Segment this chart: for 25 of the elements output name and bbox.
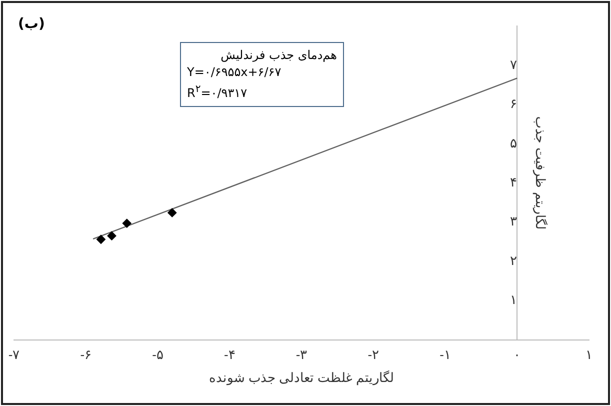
point [96, 234, 106, 244]
x-axis-title: لگاریتم غلظت تعادلی جذب شونده [208, 370, 394, 386]
annotation: Y=۰/۶۹۵۵x+۶/۶۷ [187, 64, 282, 81]
point [107, 231, 116, 240]
x-tick-label: -۴ [224, 347, 236, 362]
point [122, 218, 132, 228]
x-tick-label: -۲ [368, 347, 380, 362]
annotation: هم‌دمای جذب فرندلیش [220, 47, 337, 64]
y-tick-label: ۴ [510, 174, 518, 190]
x-tick-label: ۰ [514, 347, 521, 362]
point [168, 208, 177, 218]
y-axis-title: لگاریتم ظرفیت جذب [532, 116, 548, 230]
x-tick-label: -۳ [296, 347, 308, 362]
x-tick-label: -۵ [152, 347, 164, 362]
y-tick-label: ۲ [510, 252, 518, 268]
x-tick-label: -۶ [80, 347, 92, 362]
x-tick-label: -۱ [440, 347, 451, 362]
y-tick-label: ۷ [510, 56, 518, 72]
annotation: (ب) [18, 16, 45, 32]
y-tick-label: ۱ [510, 292, 518, 308]
x-tick-label: ۱ [586, 347, 592, 362]
y-tick-label: ۵ [510, 135, 518, 150]
x-tick-label: -۷ [8, 347, 20, 362]
y-tick-label: ۳ [510, 214, 518, 229]
y-tick-label: ۶ [510, 96, 518, 112]
